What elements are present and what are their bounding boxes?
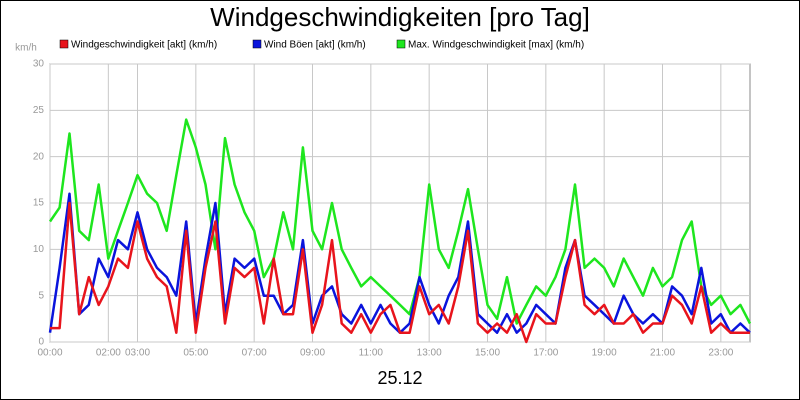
x-tick-label: 09:00: [300, 348, 325, 359]
legend-label: Max. Windgeschwindigkeit [max] (km/h): [408, 40, 584, 51]
y-tick-label: 20: [33, 151, 45, 162]
x-tick-label: 13:00: [417, 348, 442, 359]
x-tick-label: 23:00: [708, 348, 733, 359]
x-tick-label: 15:00: [475, 348, 500, 359]
y-axis-label: km/h: [15, 43, 37, 54]
legend-label: Windgeschwindigkeit [akt] (km/h): [71, 40, 217, 51]
x-tick-label: 02:00: [96, 348, 121, 359]
y-tick-label: 10: [33, 244, 45, 255]
y-tick-label: 25: [33, 105, 45, 116]
y-tick-label: 15: [33, 198, 45, 209]
x-tick-label: 07:00: [242, 348, 267, 359]
y-tick-label: 30: [33, 59, 45, 70]
legend-label: Wind Böen [akt] (km/h): [264, 40, 366, 51]
x-axis-label: 25.12: [377, 368, 422, 388]
x-tick-label: 05:00: [183, 348, 208, 359]
x-tick-label: 21:00: [650, 348, 675, 359]
legend-swatch: [59, 39, 69, 49]
x-tick-label: 00:00: [37, 348, 62, 359]
x-tick-label: 03:00: [125, 348, 150, 359]
x-tick-label: 11:00: [359, 348, 384, 359]
series-line: [50, 201, 750, 344]
x-tick-label: 19:00: [592, 348, 617, 359]
y-tick-label: 5: [38, 290, 44, 301]
legend-swatch: [396, 39, 406, 49]
x-tick-label: 17:00: [533, 348, 558, 359]
series-line: [48, 118, 752, 325]
legend-swatch: [252, 39, 262, 49]
y-tick-label: 0: [38, 337, 44, 348]
chart-title: Windgeschwindigkeiten [pro Tag]: [210, 2, 590, 32]
